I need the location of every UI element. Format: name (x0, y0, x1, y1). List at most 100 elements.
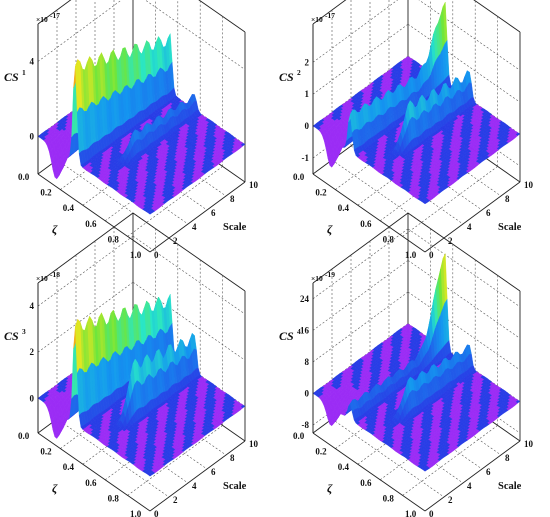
z-multiplier-exponent: -17 (50, 11, 60, 20)
zeta-tick-label: 0.6 (85, 219, 97, 229)
scale-tick-label: 10 (249, 180, 259, 190)
scale-tick-label: 4 (467, 481, 472, 491)
panel-cs3: 0.0 0.2 0.4 0.6 0.8 1.0 0 2 4 6 8 10 0 2 4 CS 3 ×10 -18 ζ Sc… (0, 212, 275, 517)
z-multiplier: ×10 (311, 15, 323, 24)
panel-cs4: 0.0 0.2 0.4 0.6 0.8 1.0 0 2 4 6 8 10 -8 0 8 16 24 CS 4 ×10-… (275, 212, 550, 517)
surface (37, 293, 246, 477)
panel-cs1: 0.0 0.2 0.4 0.6 0.8 1.0 0 2 4 6 8 10 0 4 CS 1 ×10 -17 ζ Sca… (0, 0, 275, 260)
zeta-tick-label: 0.8 (383, 493, 395, 503)
z-tick-label: 0 (305, 121, 310, 131)
scale-tick-label: 8 (230, 453, 235, 463)
zeta-tick-label: 0.2 (315, 447, 327, 457)
z-tick-label: -8 (302, 420, 310, 430)
z-tick-label: 2 (30, 347, 35, 357)
z-tick-label: 0 (30, 393, 35, 403)
surface-plot-cs3: 0.0 0.2 0.4 0.6 0.8 1.0 0 2 4 6 8 10 0 2 4 CS 3 ×10 -18 ζ Sc… (4, 212, 259, 517)
scale-axis-label: Scale (223, 481, 247, 492)
scale-tick-label: 6 (486, 467, 491, 477)
z-tick-label: 0 (30, 132, 35, 142)
zeta-tick-label: 0.2 (315, 188, 327, 198)
z-axis-label: CS (279, 329, 294, 343)
surface (312, 253, 521, 472)
front-axes: 0.0 0.2 0.4 0.6 0.8 1.0 0 2 4 6 8 10 0 4 CS 1 ×10 -17 ζ Sca… (4, 11, 259, 260)
zeta-axis-label: ζ (327, 222, 333, 236)
scale-tick-label: 0 (154, 250, 159, 260)
z-axis-superscript: 4 (297, 327, 301, 336)
scale-tick-label: 6 (211, 467, 216, 477)
zeta-tick-label: 0.4 (338, 462, 350, 472)
scale-tick-label: 10 (524, 439, 534, 449)
zeta-tick-label: 0.2 (40, 447, 52, 457)
zeta-tick-label: 0.8 (383, 234, 395, 244)
scale-tick-label: 4 (467, 222, 472, 232)
scale-tick-label: 6 (211, 208, 216, 218)
zeta-tick-label: 0.6 (360, 478, 372, 488)
scale-axis-label: Scale (498, 481, 522, 492)
scale-tick-label: 2 (173, 236, 178, 246)
z-multiplier: ×10 (36, 15, 48, 24)
z-tick-label: 2 (305, 57, 310, 67)
scale-tick-label: 0 (154, 509, 159, 517)
zeta-tick-label: 0.2 (40, 188, 52, 198)
zeta-tick-label: 0.0 (293, 172, 305, 182)
z-multiplier: ×10 (36, 274, 48, 283)
zeta-tick-label: 0.6 (85, 478, 97, 488)
zeta-tick-label: 1.0 (405, 250, 417, 260)
zeta-tick-label: 1.0 (405, 509, 417, 517)
zeta-tick-label: 0.6 (360, 219, 372, 229)
zeta-tick-label: 0.0 (293, 431, 305, 441)
z-axis-superscript: 2 (297, 68, 301, 77)
scale-tick-label: 10 (524, 180, 534, 190)
zeta-tick-label: 0.0 (18, 172, 30, 182)
panel-cs2: 0.0 0.2 0.4 0.6 0.8 1.0 0 2 4 6 8 10 -1 0 1 2 CS 2 ×10 -17 ζ… (275, 0, 550, 260)
z-axis-label: CS (4, 70, 19, 84)
z-axis-label: CS (279, 70, 294, 84)
scale-tick-label: 0 (429, 509, 434, 517)
z-tick-label: 8 (305, 357, 310, 367)
scale-axis-label: Scale (498, 222, 522, 233)
scale-tick-label: 2 (448, 236, 453, 246)
zeta-tick-label: 0.4 (63, 462, 75, 472)
z-multiplier: ×10 (311, 274, 323, 283)
scale-tick-label: 8 (505, 453, 510, 463)
zeta-axis-label: ζ (52, 481, 58, 495)
scale-tick-label: 10 (249, 439, 259, 449)
scale-tick-label: 2 (173, 495, 178, 505)
scale-tick-label: 4 (192, 222, 197, 232)
scale-axis-label: Scale (223, 222, 247, 233)
zeta-tick-label: 1.0 (130, 509, 142, 517)
zeta-axis-label: ζ (327, 481, 333, 495)
scale-tick-label: 4 (192, 481, 197, 491)
scale-tick-label: 2 (448, 495, 453, 505)
z-axis-label: CS (4, 329, 19, 343)
scale-tick-label: 8 (230, 194, 235, 204)
zeta-axis-label: ζ (52, 222, 58, 236)
zeta-tick-label: 0.4 (338, 203, 350, 213)
zeta-tick-label: 0.8 (108, 234, 120, 244)
scale-tick-label: 0 (429, 250, 434, 260)
scale-tick-label: 6 (486, 208, 491, 218)
zeta-tick-label: 0.4 (63, 203, 75, 213)
z-tick-label: 4 (30, 301, 35, 311)
z-tick-label: 16 (300, 325, 310, 335)
z-axis-superscript: 3 (22, 327, 26, 336)
scale-tick-label: 8 (505, 194, 510, 204)
zeta-tick-label: 0.0 (18, 431, 30, 441)
front-axes: 0.0 0.2 0.4 0.6 0.8 1.0 0 2 4 6 8 10 0 2 4 CS 3 ×10 -18 ζ Sc… (4, 270, 259, 517)
z-tick-label: -1 (302, 153, 310, 163)
z-tick-label: 1 (305, 89, 310, 99)
surface (312, 1, 521, 205)
surface (37, 32, 246, 215)
z-multiplier-exponent: -18 (50, 270, 60, 279)
z-tick-label: 0 (305, 389, 310, 399)
z-axis-superscript: 1 (22, 68, 26, 77)
z-multiplier-exponent: -17 (325, 11, 335, 20)
z-tick-label: 24 (300, 294, 310, 304)
z-multiplier-exponent: -19 (325, 270, 335, 279)
zeta-tick-label: 0.8 (108, 493, 120, 503)
